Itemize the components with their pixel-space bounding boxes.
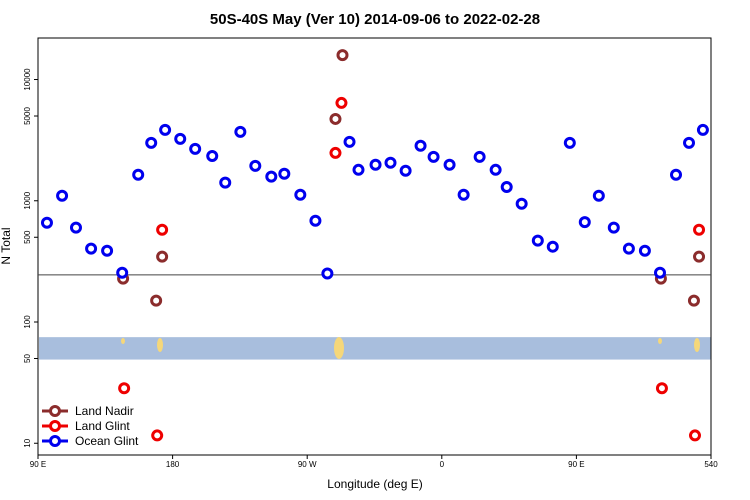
point	[693, 223, 706, 236]
point	[101, 244, 114, 257]
point	[206, 149, 219, 162]
point	[688, 429, 701, 442]
point	[321, 267, 334, 280]
point	[693, 250, 706, 263]
point	[336, 49, 349, 62]
point	[189, 142, 202, 155]
y-tick-label: 10	[23, 438, 32, 447]
point	[132, 168, 145, 181]
point	[563, 136, 576, 149]
legend-label: Ocean Glint	[75, 434, 139, 448]
land-blob	[157, 338, 163, 352]
point	[69, 221, 82, 234]
point	[670, 168, 683, 181]
y-tick-label: 100	[23, 315, 32, 329]
point	[219, 176, 232, 189]
point	[607, 221, 620, 234]
point	[515, 197, 528, 210]
point	[278, 167, 291, 180]
point	[329, 112, 342, 125]
point	[294, 188, 307, 201]
point	[500, 180, 513, 193]
land-mask	[121, 337, 700, 359]
point	[335, 96, 348, 109]
y-tick-label: 1000	[23, 191, 32, 209]
point	[489, 163, 502, 176]
point	[343, 135, 356, 148]
point	[427, 150, 440, 163]
chart-title: 50S-40S May (Ver 10) 2014-09-06 to 2022-…	[210, 11, 540, 28]
y-tick-label: 10000	[23, 68, 32, 91]
point	[249, 159, 262, 172]
x-tick-label: 540	[704, 460, 718, 469]
y-tick-label: 50	[23, 354, 32, 363]
point	[443, 158, 456, 171]
legend-label: Land Nadir	[75, 404, 134, 418]
point	[40, 216, 53, 229]
land-blob	[334, 337, 344, 359]
point	[159, 123, 172, 136]
point	[156, 223, 169, 236]
legend-label: Land Glint	[75, 419, 130, 433]
point	[118, 382, 131, 395]
x-tick-label: 90 E	[568, 460, 584, 469]
point	[265, 170, 278, 183]
point	[156, 250, 169, 263]
y-tick-label: 5000	[23, 107, 32, 125]
point	[352, 163, 365, 176]
point	[473, 150, 486, 163]
point	[85, 242, 98, 255]
plot-frame	[37, 37, 712, 456]
series	[118, 96, 706, 442]
point	[309, 214, 322, 227]
point	[145, 136, 158, 149]
point	[399, 164, 412, 177]
point	[369, 158, 382, 171]
point	[592, 189, 605, 202]
point	[56, 189, 69, 202]
point	[234, 125, 247, 138]
series	[117, 49, 706, 307]
land-blob	[658, 338, 662, 344]
point	[384, 156, 397, 169]
land-blob	[121, 338, 125, 344]
x-axis-label: Longitude (deg E)	[327, 477, 422, 491]
x-tick-label: 0	[440, 460, 445, 469]
point	[546, 240, 559, 253]
y-tick-label: 500	[23, 230, 32, 244]
legend-marker	[49, 405, 61, 417]
point	[578, 216, 591, 229]
point	[329, 146, 342, 159]
point	[654, 266, 667, 279]
series	[40, 123, 709, 280]
point	[116, 266, 129, 279]
legend-marker	[49, 420, 61, 432]
point	[638, 244, 651, 257]
legend-marker	[49, 435, 61, 447]
point	[655, 382, 668, 395]
point	[457, 188, 470, 201]
y-axis-label: N Total	[0, 227, 13, 264]
x-tick-label: 180	[166, 460, 180, 469]
point	[683, 136, 696, 149]
ocean-band	[39, 337, 711, 360]
point	[622, 242, 635, 255]
land-blob	[694, 338, 700, 352]
point	[174, 132, 187, 145]
point	[696, 123, 709, 136]
point	[150, 294, 163, 307]
point	[414, 139, 427, 152]
x-tick-label: 90 E	[30, 460, 46, 469]
x-tick-label: 90 W	[298, 460, 317, 469]
point	[687, 294, 700, 307]
point	[531, 234, 544, 247]
point	[151, 429, 164, 442]
